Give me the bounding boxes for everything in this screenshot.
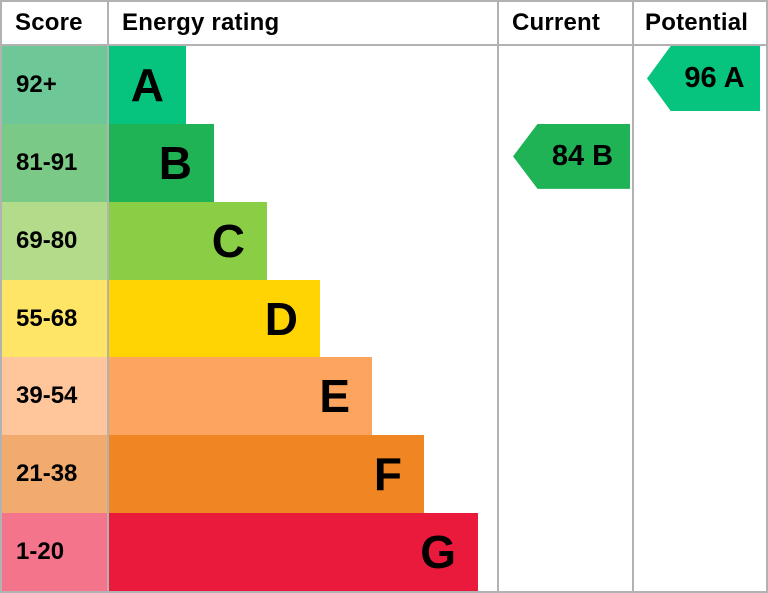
score-range-b: 81-91 (2, 123, 109, 202)
band-row-a: 92+ A (2, 46, 766, 124)
rating-bar-a: A (109, 46, 186, 124)
header-score: Score (15, 9, 83, 36)
band-rows: 92+ A 81-91 B 69-80 C 55-68 D 39-54 E 21… (2, 46, 766, 591)
rating-bar-f: F (109, 435, 424, 514)
header-current: Current (512, 9, 601, 36)
score-range-a: 92+ (2, 46, 109, 124)
potential-rating-arrow: 96 A (647, 46, 760, 111)
potential-rating-value: 96 A (684, 62, 745, 94)
rating-bar-b: B (109, 123, 214, 202)
band-row-d: 55-68 D (2, 279, 766, 358)
rating-bar-g: G (109, 513, 478, 591)
column-divider-score (107, 2, 109, 591)
score-range-f: 21-38 (2, 435, 109, 514)
column-divider-potential (632, 2, 634, 591)
column-divider-current (497, 2, 499, 591)
header-potential: Potential (645, 9, 749, 36)
header-energy-rating: Energy rating (122, 9, 280, 36)
score-range-e: 39-54 (2, 357, 109, 436)
current-rating-value: 84 B (551, 139, 614, 172)
band-row-f: 21-38 F (2, 435, 766, 514)
rating-bar-e: E (109, 357, 372, 436)
score-range-g: 1-20 (2, 513, 109, 591)
rating-bar-c: C (109, 201, 267, 280)
current-rating-arrow: 84 B (513, 123, 630, 189)
band-row-g: 1-20 G (2, 513, 766, 591)
band-row-b: 81-91 B (2, 123, 766, 202)
band-row-e: 39-54 E (2, 357, 766, 436)
score-range-d: 55-68 (2, 279, 109, 358)
rating-bar-d: D (109, 279, 320, 358)
chart-header: Score Energy rating Current Potential (2, 2, 766, 46)
score-range-c: 69-80 (2, 201, 109, 280)
band-row-c: 69-80 C (2, 201, 766, 280)
